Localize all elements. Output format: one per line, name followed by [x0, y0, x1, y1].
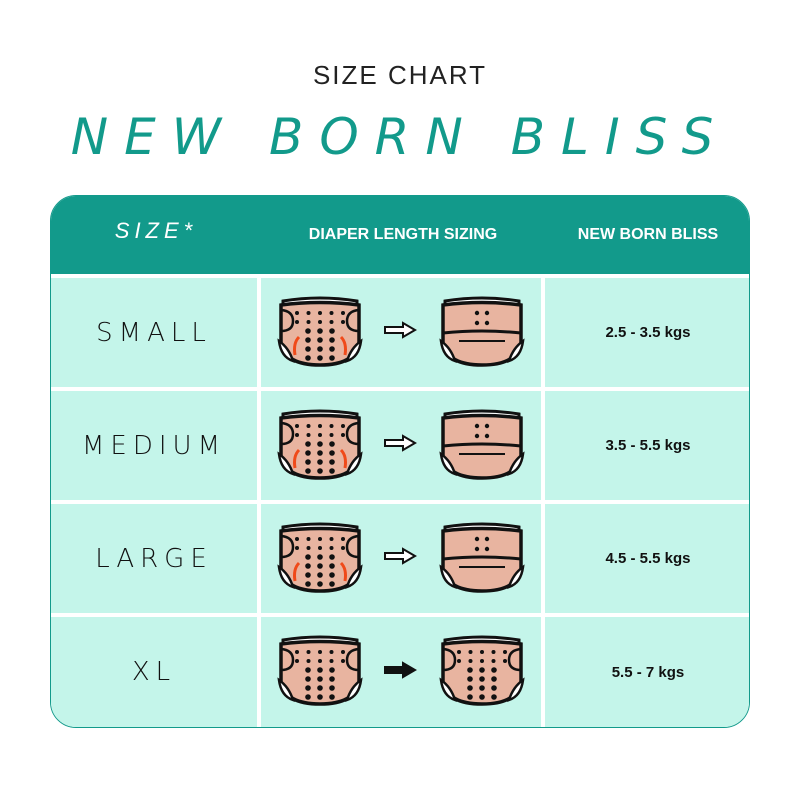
- diaper-length-cell: [261, 617, 541, 727]
- weight-cell: 2.5 - 3.5 kgs: [545, 278, 749, 387]
- diaper-xl-icon: [275, 632, 365, 712]
- diaper-length-cell: [261, 278, 541, 387]
- subtitle: SIZE CHART: [312, 60, 488, 90]
- diaper-large-icon: [275, 519, 365, 599]
- table-header: SIZE* DIAPER LENGTH SIZING NEW BORN BLIS…: [51, 196, 749, 274]
- arrow-right-icon: [365, 320, 437, 345]
- diaper-length-cell: [261, 391, 541, 500]
- diaper-fastened-icon: [437, 519, 527, 599]
- diaper-medium-icon: [275, 406, 365, 486]
- header-weight: NEW BORN BLISS: [577, 226, 719, 243]
- size-cell: SMALL: [51, 278, 257, 387]
- diaper-fastened-icon: [437, 293, 527, 373]
- header-size: SIZE*: [114, 218, 198, 243]
- page-title: NEW BORN BLISS: [70, 108, 730, 166]
- size-chart-table: SIZE* DIAPER LENGTH SIZING NEW BORN BLIS…: [50, 195, 750, 728]
- diaper-fastened-icon: [437, 632, 527, 712]
- arrow-right-icon: [365, 546, 437, 571]
- arrow-right-icon: [365, 660, 437, 685]
- diaper-small-icon: [275, 293, 365, 373]
- weight-cell: 4.5 - 5.5 kgs: [545, 504, 749, 613]
- size-cell: LARGE: [51, 504, 257, 613]
- diaper-length-cell: [261, 504, 541, 613]
- size-cell: XL: [51, 617, 257, 727]
- header-length: DIAPER LENGTH SIZING: [308, 226, 498, 243]
- arrow-right-icon: [365, 433, 437, 458]
- size-cell: MEDIUM: [51, 391, 257, 500]
- weight-cell: 5.5 - 7 kgs: [545, 617, 749, 727]
- weight-cell: 3.5 - 5.5 kgs: [545, 391, 749, 500]
- diaper-fastened-icon: [437, 406, 527, 486]
